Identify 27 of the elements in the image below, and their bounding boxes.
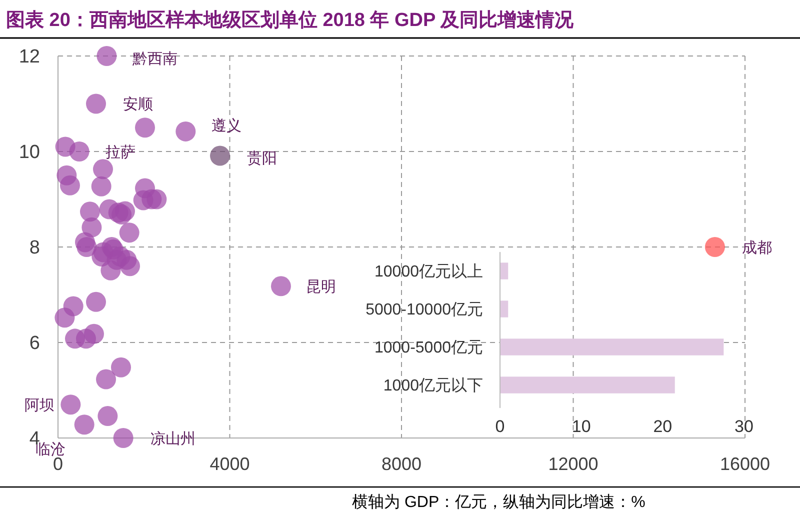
y-tick-label: 1000-5000亿元 [374,340,483,357]
y-tick-label: 12 [18,46,40,68]
y-tick-label: 8 [29,238,40,259]
x-tick-label: 30 [734,417,754,436]
annotation: 成都 [742,238,772,256]
y-tick-label: 6 [29,333,40,354]
x-tick-label: 8000 [381,454,422,474]
text: 横轴为 GDP：亿元，纵轴为同比增速：% [352,493,646,511]
annotation: 安顺 [123,95,153,113]
y-tick-label: 1000亿元以下 [383,376,483,395]
y-tick-label: 10 [18,142,40,164]
x-tick-label: 20 [653,417,672,436]
chart-title: 图表 20：西南地区样本地级区划单位 2018 年 GDP 及同比增速情况 [6,9,575,31]
x-tick-label: 4000 [210,454,250,474]
annotation: 遵义 [212,116,242,135]
x-tick-label: 16000 [720,454,770,474]
annotation: 拉萨 [105,142,136,161]
annotation: 黔西南 [132,49,178,68]
x-tick-label: 12000 [548,454,598,474]
y-tick-label: 10000亿元以上 [374,262,483,281]
annotation: 昆明 [306,277,336,296]
annotation: 阿坝 [24,396,55,414]
annotation: 贵阳 [247,149,278,168]
x-tick-label: 0 [495,417,505,436]
annotation: 凉山州 [150,429,196,448]
y-tick-label: 5000-10000亿元 [366,302,483,319]
x-tick-label: 10 [572,417,591,436]
